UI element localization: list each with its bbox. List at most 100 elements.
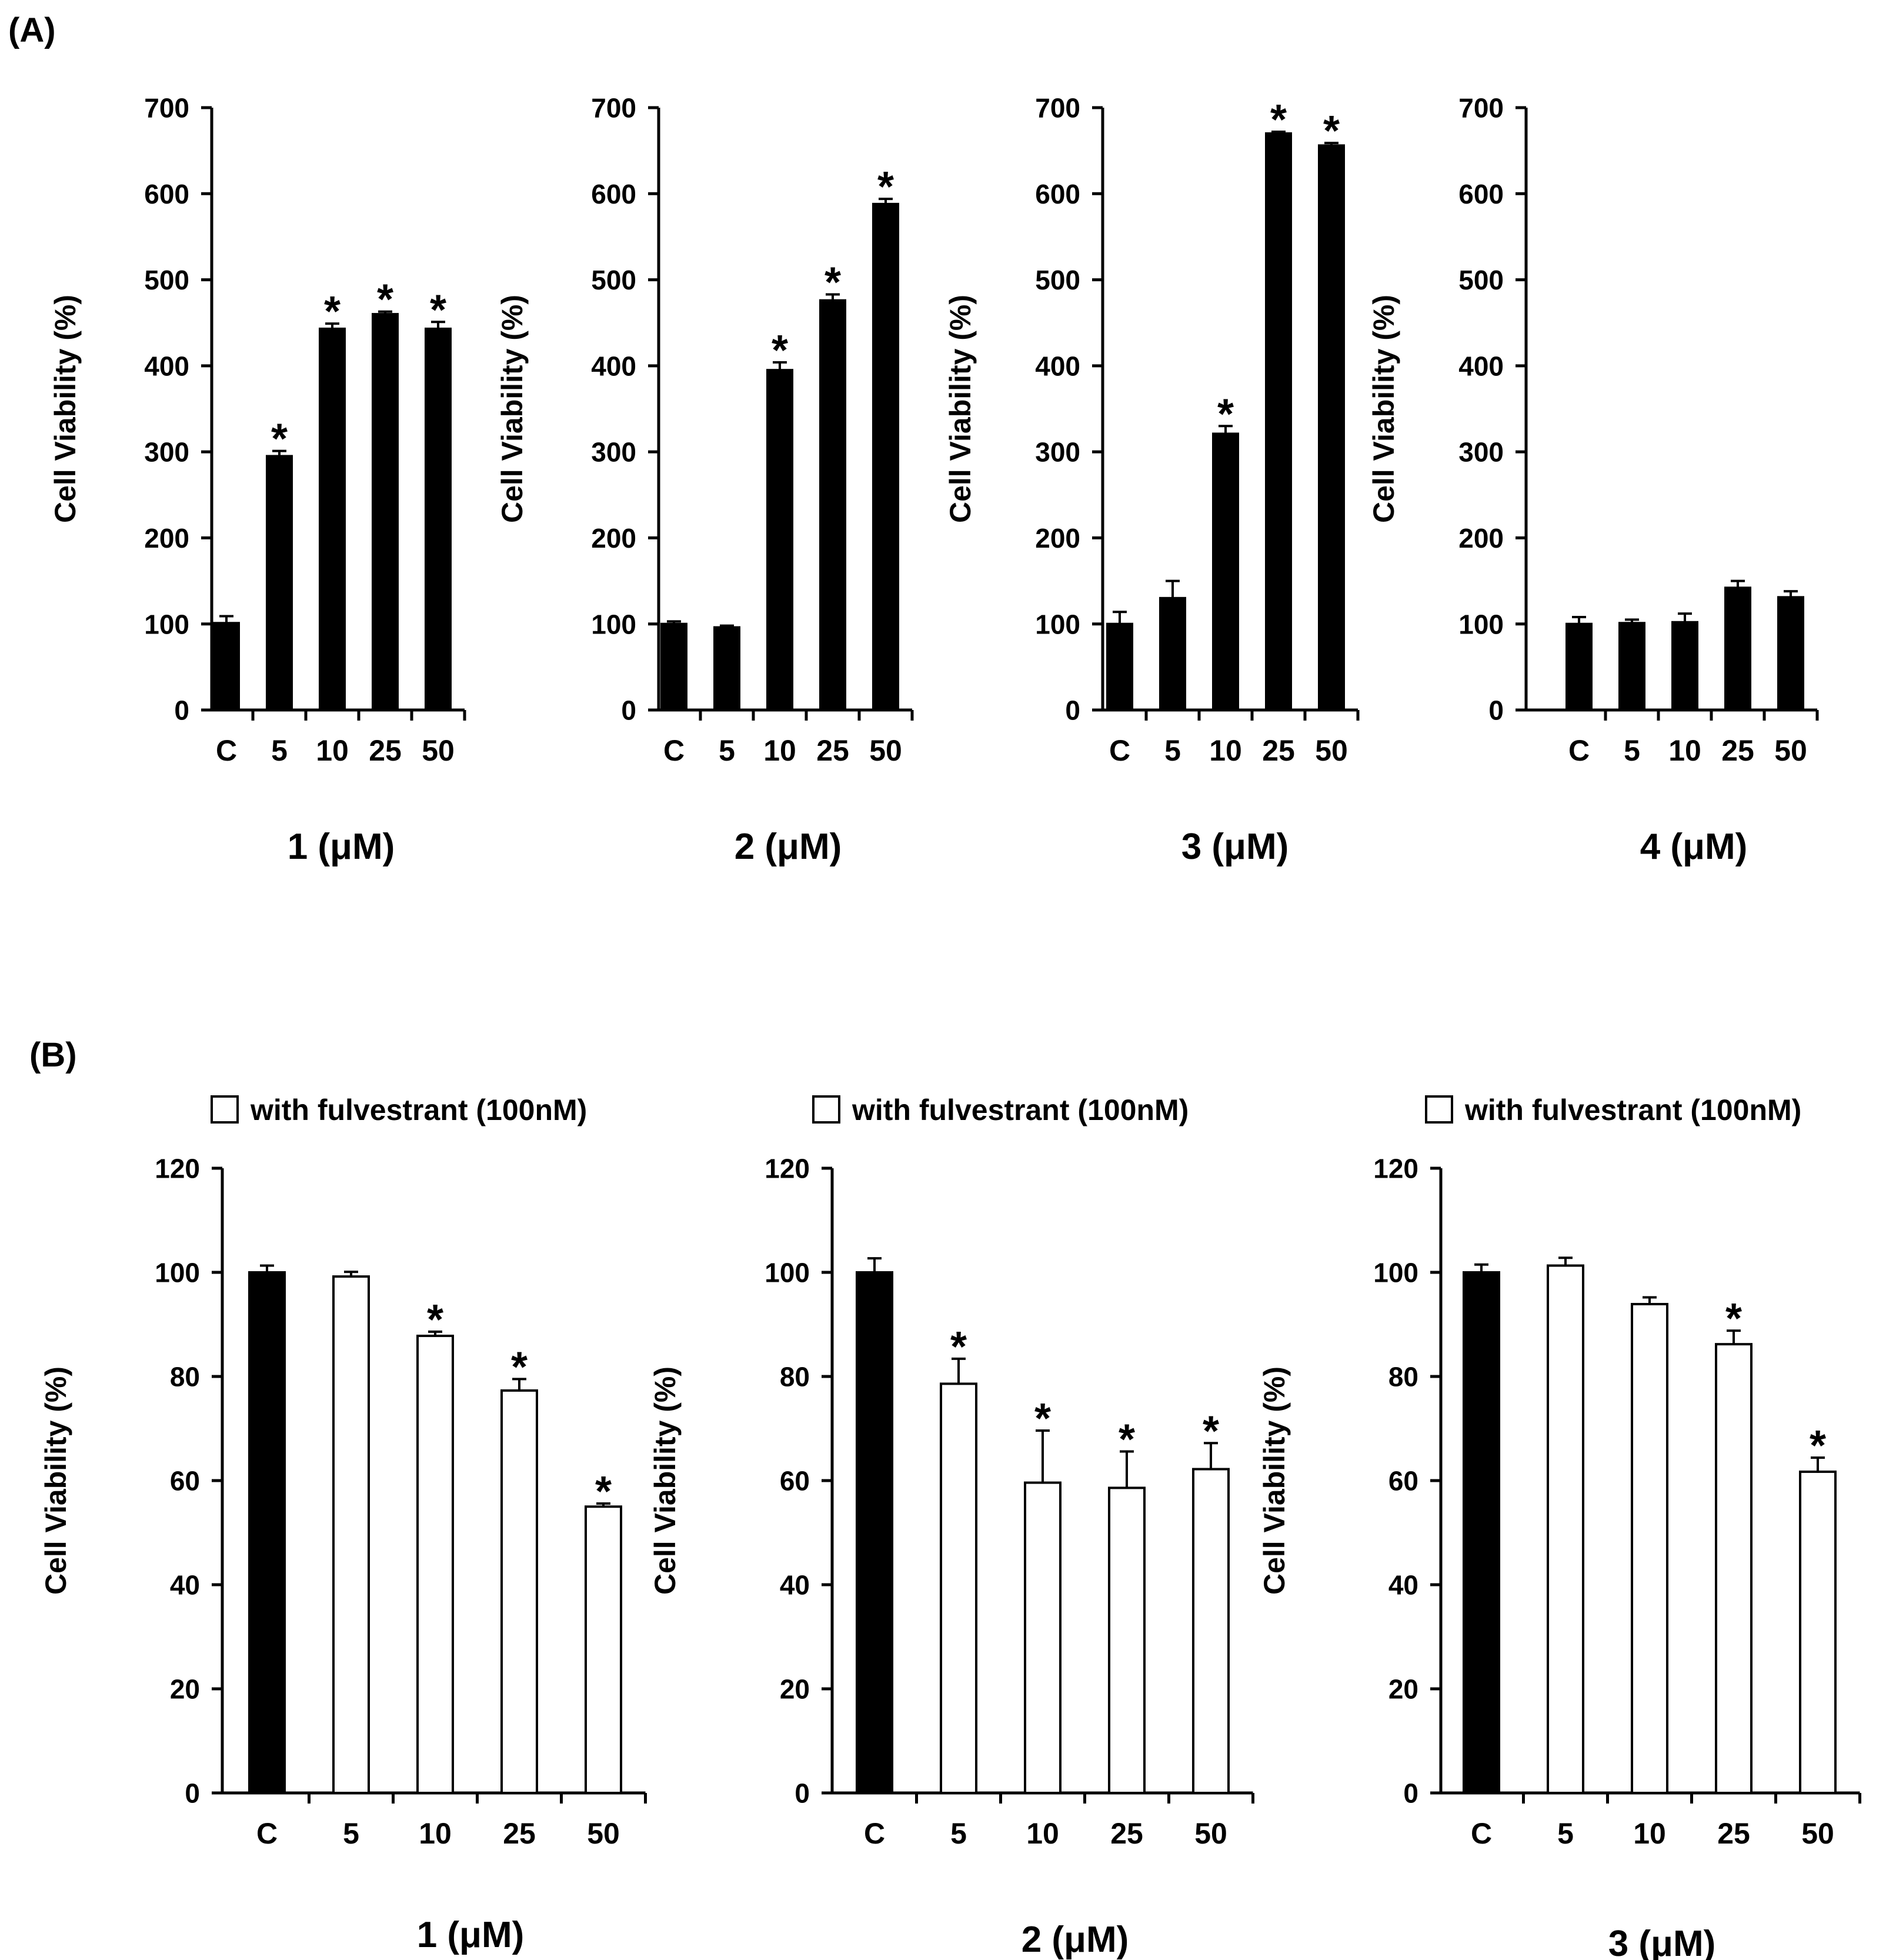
bar-b1-50 [585,1505,622,1794]
y-axis-title-b3: Cell Viability (%) [1258,1366,1291,1595]
x-category-label-a3: 50 [1315,734,1348,767]
y-tick-label-a1: 0 [174,695,189,726]
x-category-label-b1: C [256,1817,278,1850]
panel-label-b: (B) [29,1036,77,1074]
bar-b1-25 [500,1389,538,1794]
significance-asterisk-a3-10: * [1217,391,1234,438]
x-category-label-b2: 10 [1026,1817,1059,1850]
bar-a4-5 [1618,622,1645,712]
significance-asterisk-a1-25: * [377,276,393,324]
significance-asterisk-b3-25: * [1725,1295,1742,1342]
y-tick-label-b2: 20 [780,1674,810,1705]
legend-label-b2: with fulvestrant (100nM) [852,1094,1189,1126]
y-tick-label-a3: 700 [1035,93,1080,124]
y-tick-label-b1: 40 [170,1570,200,1601]
y-tick-label-b2: 80 [780,1362,810,1392]
y-tick-label-b2: 120 [765,1154,810,1184]
y-tick-label-b1: 120 [155,1154,200,1184]
y-tick-label-a2: 400 [591,351,636,381]
y-tick-label-a1: 200 [144,523,189,554]
y-tick-label-a3: 200 [1035,523,1080,554]
significance-asterisk-a2-10: * [772,327,788,374]
significance-asterisk-b2-50: * [1203,1408,1219,1455]
y-axis-title-a1: Cell Viability (%) [49,295,82,523]
x-axis-title-a2: 2 (μM) [735,826,842,867]
x-category-label-a4: 50 [1774,734,1807,767]
y-tick-label-b1: 0 [185,1778,200,1809]
x-category-label-b1: 50 [587,1817,620,1850]
y-tick-label-a1: 500 [144,265,189,295]
y-axis-title-b2: Cell Viability (%) [649,1366,682,1595]
x-category-label-a3: 10 [1209,734,1242,767]
bar-a3-10 [1212,432,1239,711]
y-tick-label-b2: 60 [780,1466,810,1496]
legend-label-b1: with fulvestrant (100nM) [250,1094,587,1126]
bar-b1-10 [416,1334,454,1794]
y-tick-label-a3: 100 [1035,609,1080,639]
y-tick-label-a2: 0 [621,695,636,726]
bar-b2-25 [1108,1486,1146,1794]
x-category-label-b1: 5 [343,1817,359,1850]
y-axis-title-a3: Cell Viability (%) [944,295,977,523]
legend-label-b3: with fulvestrant (100nM) [1464,1094,1801,1126]
significance-asterisk-b1-50: * [595,1468,612,1515]
bar-a2-10 [766,369,793,711]
significance-asterisk-b2-10: * [1034,1395,1051,1442]
y-tick-label-a2: 300 [591,437,636,468]
y-tick-label-a4: 300 [1458,437,1504,468]
y-tick-label-a1: 700 [144,93,189,124]
x-axis-title-a1: 1 (μM) [288,826,395,867]
x-axis-title-b1: 1 (μM) [417,1915,525,1955]
x-category-label-a1: C [216,734,237,767]
bar-a4-50 [1777,596,1804,712]
bar-a1-5 [266,455,293,711]
x-axis-title-b2: 2 (μM) [1022,1919,1129,1960]
x-category-label-b2: C [864,1817,885,1850]
x-category-label-a2: 25 [816,734,849,767]
y-tick-label-b3: 100 [1373,1258,1418,1288]
y-tick-label-b3: 20 [1388,1674,1418,1705]
x-category-label-b3: 50 [1801,1817,1834,1850]
bar-a4-C [1565,622,1593,711]
x-category-label-b3: 10 [1633,1817,1666,1850]
y-tick-label-a2: 100 [591,609,636,639]
x-axis-title-a3: 3 (μM) [1181,826,1289,867]
y-tick-label-a1: 300 [144,437,189,468]
y-tick-label-a2: 200 [591,523,636,554]
y-tick-label-a3: 400 [1035,351,1080,381]
y-tick-label-b1: 80 [170,1362,200,1392]
y-tick-label-b3: 40 [1388,1570,1418,1601]
y-tick-label-a4: 200 [1458,523,1504,554]
y-tick-label-a1: 600 [144,179,189,209]
y-tick-label-a4: 0 [1488,695,1504,726]
bar-a3-C [1106,622,1133,711]
bar-b3-C [1463,1271,1500,1794]
x-axis-title-b3: 3 (μM) [1608,1924,1716,1960]
y-axis-title-b1: Cell Viability (%) [39,1366,72,1595]
bar-a3-25 [1265,132,1292,711]
legend-swatch-b2 [812,1095,840,1124]
y-tick-label-b1: 60 [170,1466,200,1496]
y-tick-label-b3: 60 [1388,1466,1418,1496]
y-tick-label-a1: 100 [144,609,189,639]
legend-swatch-b3 [1425,1095,1453,1124]
bar-b3-5 [1547,1264,1584,1795]
x-category-label-a2: 50 [869,734,902,767]
significance-asterisk-a1-50: * [430,286,446,334]
y-tick-label-a2: 700 [591,93,636,124]
bar-a2-25 [819,299,846,711]
significance-asterisk-b1-10: * [427,1296,443,1344]
y-tick-label-b3: 120 [1373,1154,1418,1184]
bar-a1-C [213,622,240,712]
significance-asterisk-a1-10: * [324,288,341,335]
x-category-label-b1: 25 [503,1817,536,1850]
x-category-label-a3: 5 [1164,734,1181,767]
x-category-label-b2: 5 [950,1817,967,1850]
y-tick-label-b1: 100 [155,1258,200,1288]
x-category-label-a3: 25 [1262,734,1295,767]
x-category-label-a4: 25 [1721,734,1754,767]
y-tick-label-a1: 400 [144,351,189,381]
bar-a4-10 [1671,621,1698,711]
significance-asterisk-b2-5: * [950,1324,967,1371]
